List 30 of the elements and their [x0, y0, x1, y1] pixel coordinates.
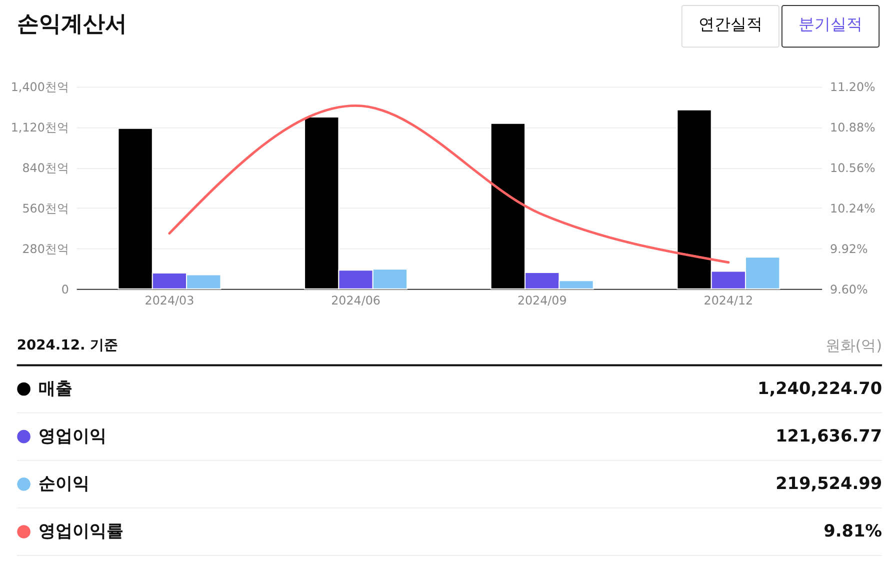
legend-label: 매출 [38, 378, 73, 398]
y-tick-label: 1,120천억 [10, 120, 69, 135]
x-tick-label: 2024/12 [704, 293, 754, 308]
legend-label: 순이익 [38, 473, 90, 494]
text: 연간실적 [698, 14, 762, 34]
y-tick-label: 560천억 [22, 202, 69, 216]
y2-tick-label: 10.56% [830, 161, 876, 176]
y-tick-label: 0 [61, 282, 69, 296]
text: 219,524.99 [776, 473, 882, 494]
y-tick-label: 280천억 [22, 242, 69, 256]
y-tick-label: 1,400천억 [10, 80, 69, 94]
y2-tick-label: 10.88% [830, 120, 876, 135]
text: 121,636.77 [776, 426, 882, 446]
x-tick-label: 2024/06 [331, 293, 380, 308]
y2-tick-label: 9.92% [830, 242, 868, 256]
y2-tick-label: 10.24% [830, 202, 876, 216]
chart-title: 손익계산서 [16, 12, 127, 38]
text: 9.81% [824, 520, 882, 541]
y2-tick-label: 9.60% [830, 282, 868, 296]
text: 원화(억) [825, 336, 882, 354]
y-tick-label: 840천억 [22, 161, 69, 176]
text: 2024.12. 기준 [16, 337, 118, 354]
y2-tick-label: 11.20% [830, 80, 876, 94]
legend-label: 영업이익 [38, 426, 107, 446]
text: 1,240,224.70 [757, 378, 882, 398]
legend-label: 영업이익률 [38, 520, 124, 541]
x-tick-label: 2024/03 [144, 293, 194, 308]
line-series [168, 104, 730, 264]
text: 분기실적 [798, 14, 863, 34]
x-tick-label: 2024/09 [517, 293, 567, 308]
